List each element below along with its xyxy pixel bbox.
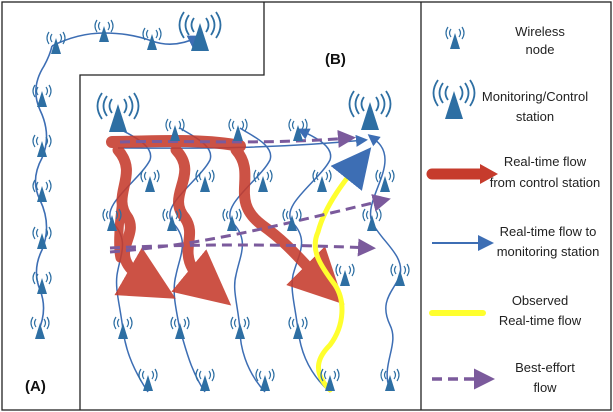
legend-wireless-node: Wireless node bbox=[445, 24, 565, 57]
legend-wireless-node-line1: Wireless bbox=[515, 24, 565, 39]
legend-wireless-node-line2: node bbox=[526, 42, 555, 57]
panel-a-label: (A) bbox=[25, 378, 46, 395]
legend-observed-flow: Observed Real-time flow bbox=[429, 293, 582, 328]
legend-control-flow: Real-time flow from control station bbox=[426, 154, 601, 190]
observed-flow-path bbox=[312, 147, 372, 393]
legend-observed-flow-line1: Observed bbox=[512, 293, 568, 308]
legend-monitor-flow: Real-time flow to monitoring station bbox=[432, 224, 599, 259]
legend-station-line2: station bbox=[516, 109, 554, 124]
legend-observed-flow-line2: Real-time flow bbox=[499, 313, 582, 328]
legend-control-flow-line1: Real-time flow bbox=[504, 154, 587, 169]
legend-control-flow-line2: from control station bbox=[490, 175, 601, 190]
control-flows bbox=[106, 135, 345, 306]
panel-b-label: (B) bbox=[325, 51, 346, 68]
wireless-node-icon bbox=[445, 26, 465, 50]
legend: Wireless node Monitoring/Control station… bbox=[426, 24, 601, 395]
legend-best-effort-line2: flow bbox=[533, 380, 557, 395]
monitoring-station-icon bbox=[432, 79, 476, 120]
best-effort-flows bbox=[109, 129, 391, 257]
legend-monitor-flow-line1: Real-time flow to bbox=[500, 224, 597, 239]
legend-monitor-flow-line2: monitoring station bbox=[497, 244, 600, 259]
panel-a-links bbox=[34, 32, 201, 333]
control-flow-arrowhead-icon bbox=[480, 164, 498, 184]
legend-best-effort-line1: Best-effort bbox=[515, 360, 575, 375]
legend-station-line1: Monitoring/Control bbox=[482, 89, 588, 104]
legend-best-effort-flow: Best-effort flow bbox=[432, 360, 575, 395]
legend-monitoring-station: Monitoring/Control station bbox=[432, 79, 588, 124]
